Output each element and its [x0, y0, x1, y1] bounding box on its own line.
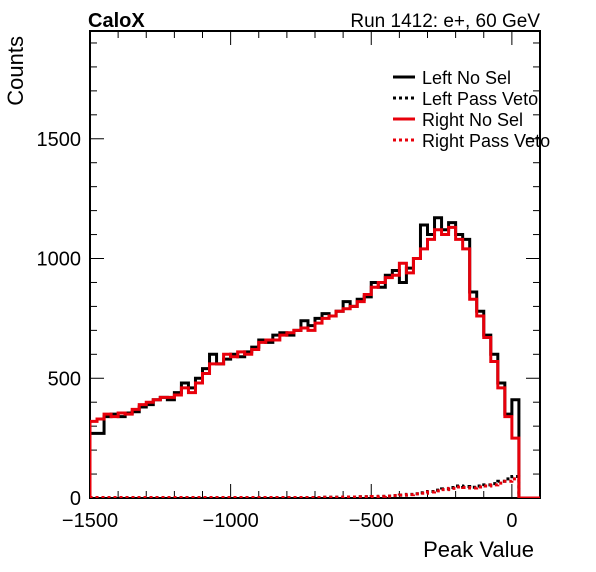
x-axis-title: Peak Value: [423, 537, 534, 562]
y-tick-label: 500: [48, 368, 81, 390]
x-tick-label: 0: [506, 510, 517, 532]
axis-ticks: [89, 31, 541, 499]
legend-entry: Right No Sel: [422, 110, 523, 130]
legend-entry: Left No Sel: [422, 68, 511, 88]
experiment-label: CaloX: [88, 10, 145, 32]
series-left-no-sel: [90, 216, 540, 498]
y-tick-label: 1000: [37, 249, 82, 271]
y-axis-title: Counts: [3, 36, 28, 106]
legend-entry: Right Pass Veto: [422, 131, 550, 151]
tick-labels: −1500 −1000 −500 0 0 500 1000 1500: [37, 129, 518, 532]
x-tick-label: −1000: [203, 510, 259, 532]
x-tick-label: −1500: [62, 510, 118, 532]
series-right-pass-veto: [90, 477, 540, 498]
x-tick-label: −500: [349, 510, 394, 532]
series-group: [90, 216, 540, 498]
y-tick-label: 1500: [37, 129, 82, 151]
series-right-no-sel: [90, 225, 540, 498]
y-tick-label: 0: [70, 488, 81, 510]
run-info-label: Run 1412: e+, 60 GeV: [350, 11, 540, 32]
legend-entry: Left Pass Veto: [422, 89, 538, 109]
